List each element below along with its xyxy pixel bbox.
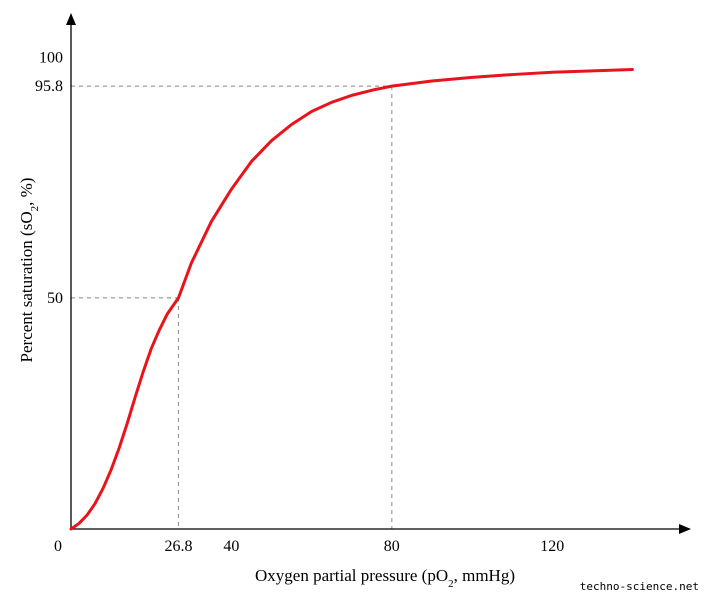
x-tick-label: 120: [540, 538, 564, 555]
y-tick-label: 95.8: [35, 78, 63, 95]
curve-layer: [69, 67, 634, 531]
axes: [66, 13, 691, 534]
reference-lines: [71, 85, 393, 529]
x-tick-label: 80: [384, 538, 400, 555]
x-axis-title: Oxygen partial pressure (pO2, mmHg): [255, 566, 515, 590]
x-tick-label: 0: [54, 538, 62, 555]
x-tick-label: 40: [223, 538, 239, 555]
y-tick-labels: 50 95.8 100: [35, 50, 63, 307]
x-tick-labels: 0 26.8 40 80 120: [54, 538, 564, 555]
y-axis-title: Percent saturation (sO2, %): [17, 178, 41, 363]
x-tick-label: 26.8: [164, 538, 192, 555]
x-axis-arrow-icon: [679, 524, 691, 534]
y-tick-label: 50: [47, 290, 63, 307]
saturation-curve-0: [69, 67, 634, 531]
y-tick-label: 100: [39, 50, 63, 67]
source-credit: techno-science.net: [580, 580, 699, 593]
y-axis-arrow-icon: [66, 13, 76, 25]
